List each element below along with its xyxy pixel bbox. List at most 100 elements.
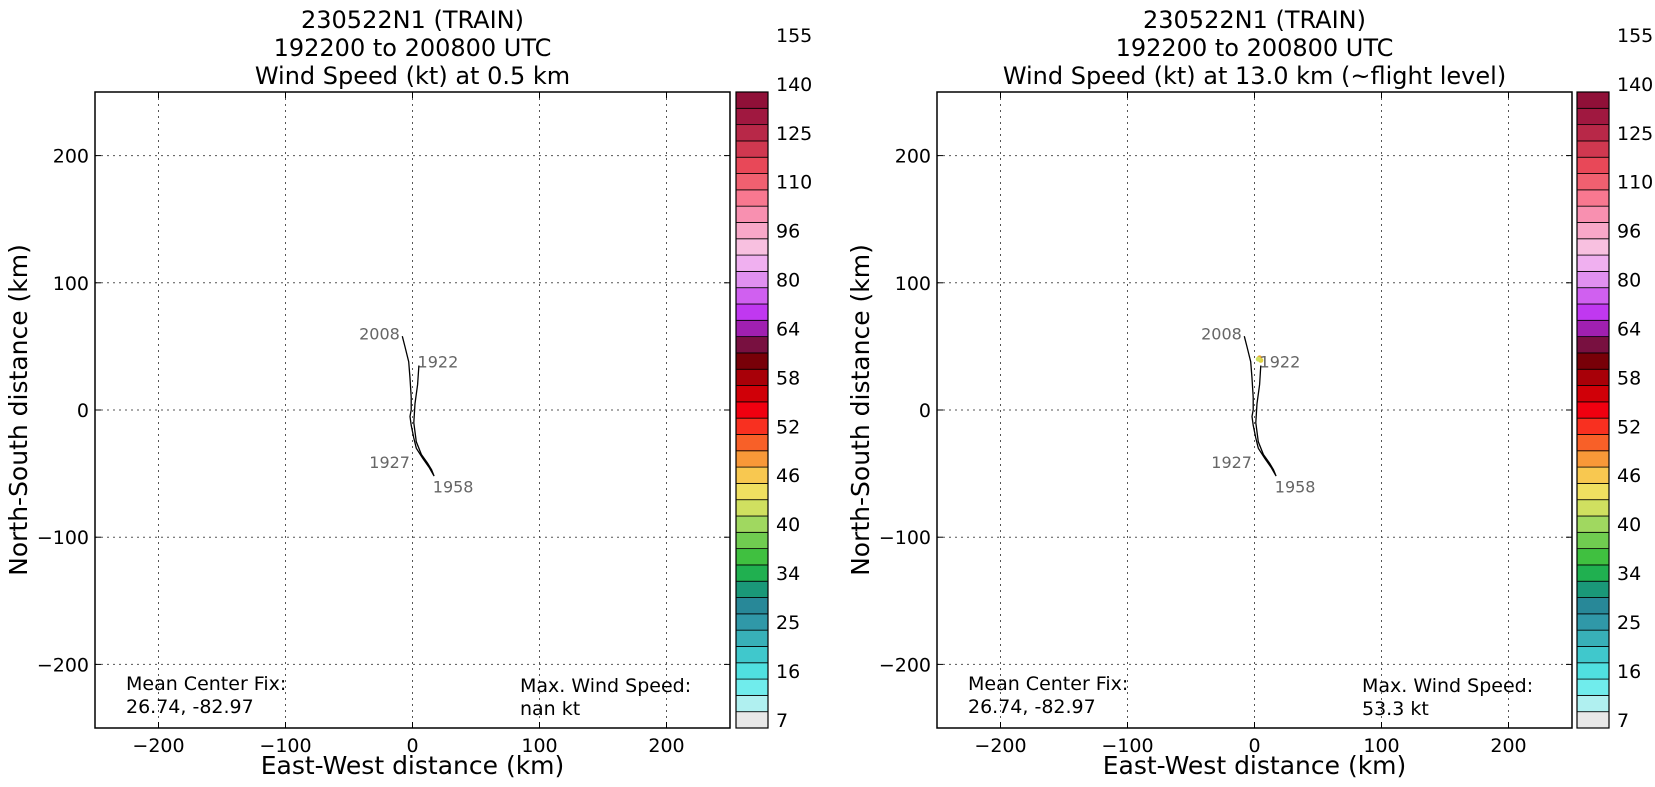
colorbar-segment [735,368,769,386]
colorbar-tick-label: 16 [1617,661,1641,683]
track-time-label: 1958 [433,477,474,496]
colorbar-segment [1576,466,1610,484]
colorbar-tick-label: 140 [776,74,812,96]
y-axis-label: North-South distance (km) [4,244,33,576]
colorbar-segment [735,711,769,729]
colorbar-segment [735,319,769,338]
colorbar-segment [1576,385,1610,403]
max-wind-speed-label: Max. Wind Speed: [520,675,691,697]
colorbar-segment [1576,287,1610,305]
colorbar-tick-label: 16 [776,661,800,683]
y-axis-label: North-South distance (km) [846,244,875,576]
colorbar-segment [1576,597,1610,615]
colorbar-segment [1576,238,1610,256]
mean-center-fix-label: Mean Center Fix: [968,673,1128,695]
chart-title-line: 192200 to 200800 UTC [274,34,552,62]
y-tick-label: −100 [879,527,931,549]
colorbar-segment [1576,646,1610,664]
y-tick-label: −100 [37,527,89,549]
colorbar-segment [735,646,769,664]
colorbar-segment [735,613,769,631]
colorbar-segment [735,597,769,615]
colorbar-tick-label: 96 [1617,221,1641,243]
colorbar-segment [1576,564,1610,582]
track-time-label: 1922 [418,353,459,372]
colorbar-frame [1576,91,1610,729]
colorbar-segment [735,91,769,109]
colorbar-tick-label: 110 [1617,172,1653,194]
colorbar-segment [1576,662,1610,680]
chart-title-line: 230522N1 (TRAIN) [301,6,524,34]
chart-panel-1: 230522N1 (TRAIN)192200 to 200800 UTCWind… [4,6,812,780]
colorbar-segment [735,678,769,696]
colorbar-segment [1576,189,1610,207]
track-time-label: 1958 [1275,477,1316,496]
colorbar-segment [735,515,769,533]
colorbar-tick-label: 64 [776,318,800,340]
colorbar-segment [735,417,769,435]
colorbar-tick-label: 64 [1617,318,1641,340]
colorbar-segment [1576,694,1610,713]
colorbar: 7 16 25 34 40 46 52 58 64 80 96 110 125 140 155 [735,25,812,732]
colorbar-tick-label: 140 [1617,74,1653,96]
colorbar-segment [1576,548,1610,566]
colorbar-frame [735,91,769,729]
colorbar-segment [1576,531,1610,550]
chart-panel-2: 230522N1 (TRAIN)192200 to 200800 UTCWind… [846,6,1653,780]
colorbar-segment [1576,515,1610,533]
colorbar-tick-label: 80 [776,270,800,292]
y-tick-label: −200 [879,654,931,676]
storm-track-line [401,336,435,477]
colorbar-segment [735,205,769,223]
colorbar-segment [735,580,769,598]
x-tick-label: 0 [406,735,418,757]
colorbar-segment [735,156,769,174]
colorbar-tick-label: 46 [776,465,800,487]
x-tick-label: −100 [1101,735,1153,757]
max-wind-speed-value: 53.3 kt [1362,698,1429,720]
colorbar-segment [1576,336,1610,354]
colorbar-segment [1576,270,1610,289]
colorbar-tick-label: 58 [1617,367,1641,389]
y-tick-label: 200 [895,146,931,168]
colorbar-segment [1576,352,1610,370]
colorbar-tick-label: 7 [776,710,788,732]
track-time-label: 1927 [1211,453,1252,472]
colorbar-tick-label: 34 [1617,563,1641,585]
x-tick-label: −100 [259,735,311,757]
track-time-label: 1922 [1260,353,1301,372]
colorbar-tick-label: 80 [1617,270,1641,292]
chart-title-line: Wind Speed (kt) at 0.5 km [255,62,570,90]
colorbar-segment [1576,613,1610,631]
colorbar-segment [735,564,769,582]
colorbar-segment [735,499,769,517]
colorbar-segment [735,662,769,680]
colorbar-segment [1576,482,1610,501]
colorbar-segment [735,629,769,647]
chart-title-line: Wind Speed (kt) at 13.0 km (~flight leve… [1003,62,1506,90]
colorbar-tick-label: 155 [1617,25,1653,47]
x-tick-label: 100 [521,735,557,757]
max-wind-speed-label: Max. Wind Speed: [1362,675,1533,697]
y-tick-label: 100 [895,273,931,295]
colorbar-segment [1576,434,1610,452]
y-tick-label: 0 [919,400,931,422]
colorbar-segment [1576,254,1610,272]
colorbar-segment [735,466,769,484]
y-tick-label: 100 [53,273,89,295]
colorbar-segment [735,287,769,305]
colorbar-segment [735,450,769,468]
x-tick-label: 0 [1248,735,1260,757]
colorbar-tick-label: 52 [776,416,800,438]
colorbar-tick-label: 110 [776,172,812,194]
colorbar-segment [1576,499,1610,517]
colorbar-segment [1576,711,1610,729]
colorbar-segment [1576,140,1610,158]
colorbar-tick-label: 58 [776,367,800,389]
colorbar-segment [735,107,769,126]
colorbar-segment [735,434,769,452]
mean-center-fix-value: 26.74, -82.97 [126,696,254,718]
colorbar-segment [1576,91,1610,109]
mean-center-fix-value: 26.74, -82.97 [968,696,1096,718]
colorbar-tick-label: 34 [776,563,800,585]
